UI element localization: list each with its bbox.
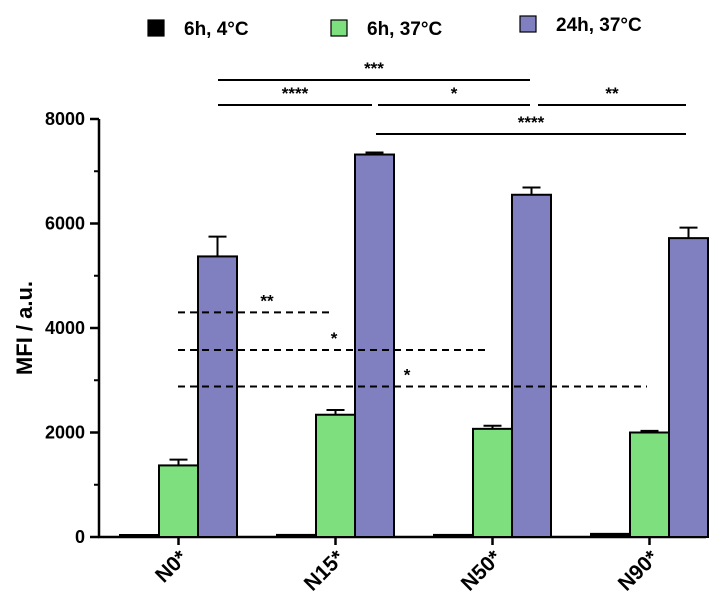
legend-swatch [330, 19, 348, 37]
significance-label: *** [364, 59, 384, 78]
legend-label: 6h, 4°C [184, 19, 249, 40]
dashed-significance-label: ** [260, 291, 274, 310]
bar [354, 153, 395, 538]
y-tick-label: 8000 [45, 109, 85, 129]
dashed-significance-label: * [331, 329, 338, 348]
bar [511, 193, 552, 538]
bar [276, 533, 317, 538]
x-category-label: N15* [300, 546, 350, 596]
bar [158, 464, 199, 539]
legend-label: 6h, 37°C [367, 19, 442, 40]
y-axis-title: MFI / a.u. [12, 281, 37, 375]
significance-label: **** [282, 84, 309, 103]
y-tick-label: 6000 [45, 214, 85, 234]
bar [433, 533, 474, 538]
bar [668, 237, 709, 538]
bar [590, 532, 631, 538]
dashed-significance-label: * [404, 366, 411, 385]
bar [119, 534, 160, 538]
legend-swatch [147, 19, 165, 37]
significance-label: **** [518, 113, 545, 132]
significance-annotations: ******* * ********** [178, 59, 686, 388]
y-tick-label: 4000 [45, 318, 85, 338]
legend-label: 24h, 37°C [556, 15, 642, 36]
x-category-label: N90* [614, 546, 664, 596]
x-category-label: N0* [151, 546, 193, 588]
y-tick-label: 0 [75, 527, 85, 547]
bar [472, 427, 513, 538]
bar [315, 413, 356, 538]
significance-label: ** [605, 84, 619, 103]
significance-label: * [451, 84, 458, 103]
x-category-label: N50* [457, 546, 507, 596]
y-tick-label: 2000 [45, 423, 85, 443]
bar [197, 255, 238, 538]
bars [119, 151, 709, 539]
bar [629, 431, 670, 538]
legend-swatch [519, 15, 537, 33]
legend: 6h, 4°C 6h, 37°C 24h, 37°C [147, 15, 642, 40]
